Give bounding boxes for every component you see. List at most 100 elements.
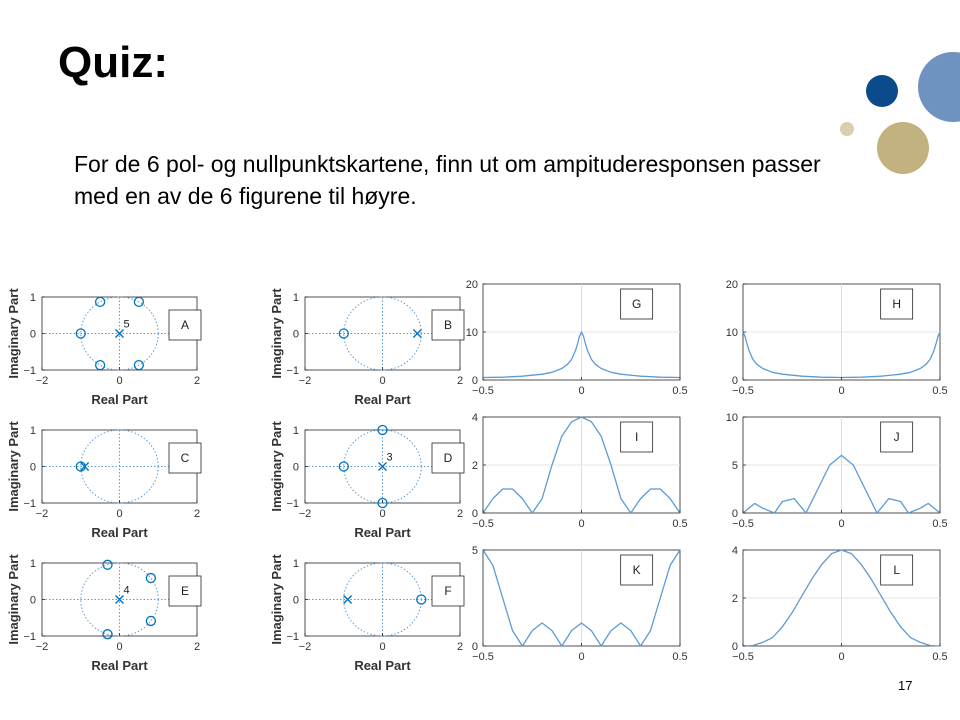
zero-marker	[416, 594, 427, 605]
y-axis-label: Imaginary Part	[269, 288, 284, 379]
x-tick-label: 0	[379, 508, 385, 520]
x-tick-label: 0.5	[672, 518, 687, 530]
label-box-l	[880, 554, 914, 586]
label-box-d	[431, 442, 465, 474]
x-tick-label: −2	[299, 641, 312, 653]
x-tick-label: −2	[299, 508, 312, 520]
x-axis-label: Real Part	[354, 658, 411, 673]
y-tick-label: 0	[30, 329, 36, 341]
label-box-h	[880, 288, 914, 320]
unit-circle-e	[80, 562, 159, 637]
x-tick-label: −2	[36, 641, 49, 653]
zero-marker	[145, 615, 156, 627]
label-box-text-k: K	[633, 563, 641, 577]
x-tick-label: 0	[838, 651, 844, 663]
zero-marker	[75, 328, 86, 339]
y-axis-label: Imaginary Part	[6, 288, 21, 379]
unit-circle-c	[80, 429, 159, 504]
x-tick-label: −2	[299, 375, 312, 387]
response-curve-i	[482, 416, 681, 514]
response-curve-k	[482, 549, 681, 647]
zero-marker	[377, 424, 388, 436]
x-tick-label: 0	[379, 641, 385, 653]
y-tick-label: 20	[726, 279, 738, 291]
x-tick-label: −0.5	[472, 651, 494, 663]
x-tick-label: 0	[578, 651, 584, 663]
x-axis-label: Real Part	[91, 525, 148, 540]
y-tick-label: 2	[472, 460, 478, 472]
pole-marker	[343, 595, 353, 604]
label-box-g	[620, 288, 654, 320]
x-tick-label: 0	[116, 641, 122, 653]
x-tick-label: 0	[578, 385, 584, 397]
pole-marker	[115, 329, 124, 338]
x-tick-label: −0.5	[732, 651, 754, 663]
y-tick-label: 0	[732, 375, 738, 387]
x-axis-label: Real Part	[91, 658, 148, 673]
label-box-b	[431, 309, 465, 341]
pole-marker	[115, 595, 124, 604]
x-tick-label: 0	[116, 375, 122, 387]
y-tick-label: 1	[30, 292, 36, 304]
y-tick-label: −1	[23, 631, 36, 643]
zero-marker	[133, 296, 145, 308]
x-tick-label: 0	[379, 375, 385, 387]
x-tick-label: −0.5	[732, 385, 754, 397]
label-box-k	[620, 554, 654, 586]
y-tick-label: 10	[726, 327, 738, 339]
y-tick-label: 0	[30, 595, 36, 607]
x-tick-label: 2	[457, 641, 463, 653]
decor-dark-blue-dot	[866, 75, 898, 107]
y-tick-label: 0	[293, 329, 299, 341]
x-tick-label: 0	[838, 518, 844, 530]
y-tick-label: 1	[293, 425, 299, 437]
y-tick-label: 10	[466, 327, 478, 339]
zero-marker	[94, 296, 106, 308]
y-tick-label: 1	[30, 425, 36, 437]
y-tick-label: 0	[732, 641, 738, 653]
x-tick-label: 2	[194, 641, 200, 653]
x-tick-label: −2	[36, 375, 49, 387]
response-curve-j	[742, 454, 941, 514]
label-box-text-i: I	[635, 430, 638, 444]
y-tick-label: −1	[286, 631, 299, 643]
y-tick-label: 5	[472, 545, 478, 557]
x-axis-label: Real Part	[91, 392, 148, 407]
zero-marker	[338, 461, 349, 472]
y-tick-label: 0	[732, 508, 738, 520]
y-tick-label: 0	[472, 375, 478, 387]
zero-marker	[377, 497, 388, 509]
x-tick-label: −0.5	[472, 385, 494, 397]
y-tick-label: −1	[286, 365, 299, 377]
y-tick-label: 4	[732, 545, 738, 557]
pole-marker	[378, 462, 387, 471]
label-box-text-j: J	[894, 430, 900, 444]
zero-marker	[94, 359, 106, 371]
label-box-text-b: B	[444, 318, 452, 332]
x-tick-label: −2	[36, 508, 49, 520]
unit-circle-a	[80, 296, 159, 371]
x-tick-label: −0.5	[472, 518, 494, 530]
x-tick-label: 0.5	[932, 385, 947, 397]
y-tick-label: 0	[30, 462, 36, 474]
y-tick-label: 0	[472, 508, 478, 520]
y-tick-label: 0	[472, 641, 478, 653]
y-tick-label: −1	[286, 498, 299, 510]
label-box-text-e: E	[181, 584, 189, 598]
x-tick-label: 2	[194, 508, 200, 520]
label-box-text-f: F	[444, 584, 451, 598]
x-tick-label: 2	[457, 508, 463, 520]
label-box-text-d: D	[444, 451, 453, 465]
pole-marker	[80, 462, 90, 471]
response-curve-l	[742, 549, 941, 647]
y-tick-label: 1	[30, 558, 36, 570]
unit-circle-b	[343, 296, 422, 371]
y-tick-label: 2	[732, 593, 738, 605]
decor-small-tan-dot	[840, 122, 854, 136]
pole-multiplicity-label: 4	[123, 585, 129, 597]
zero-marker	[145, 572, 156, 584]
y-tick-label: −1	[23, 498, 36, 510]
y-tick-label: −1	[23, 365, 36, 377]
label-box-text-a: A	[181, 318, 189, 332]
